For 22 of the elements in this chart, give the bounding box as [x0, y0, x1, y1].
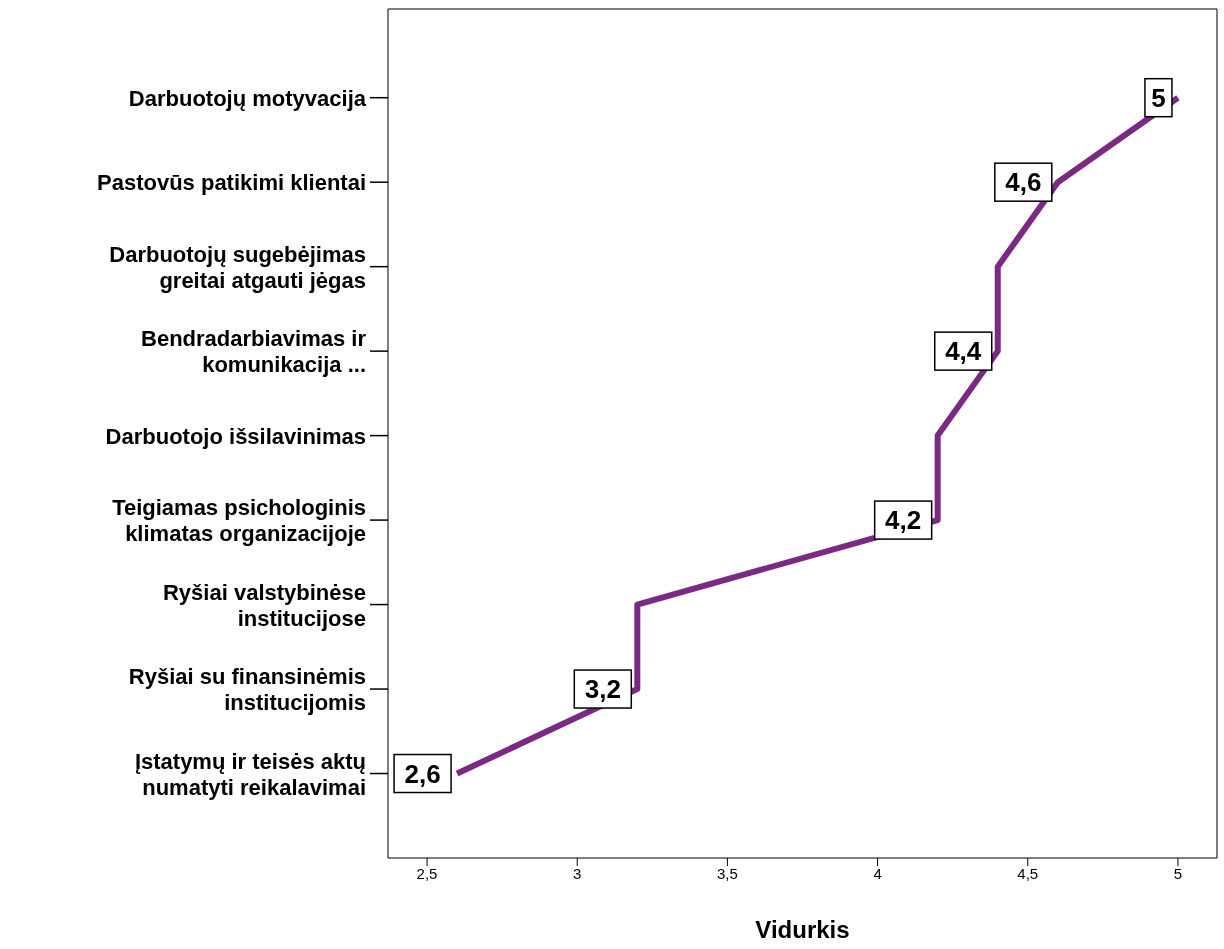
x-tick-label: 2,5: [416, 864, 438, 882]
data-label: 2,6: [404, 758, 441, 789]
data-label: 5: [1151, 82, 1166, 113]
data-label: 4,4: [945, 336, 982, 367]
data-label: 4,2: [885, 505, 922, 536]
x-axis-title: Vidurkis: [755, 916, 850, 943]
y-tick-label: Įstatymų ir teisės aktų numatyti reikalavimai: [134, 748, 366, 800]
x-tick-label: 3,5: [716, 864, 738, 882]
data-label: 4,6: [1005, 167, 1042, 198]
data-label: 3,2: [584, 674, 621, 705]
y-tick-label: Ryšiai valstybinėse institucijose: [162, 579, 366, 631]
y-tick-label: Pastovūs patikimi klientai: [97, 170, 366, 196]
y-tick-label: Ryšiai su finansinėmis institucijomis: [128, 664, 366, 716]
y-tick-label: Darbuotojų motyvacija: [128, 85, 367, 111]
x-tick-label: 3: [573, 864, 582, 882]
y-tick-label: Bendradarbiavimas ir komunikacija ...: [141, 326, 367, 378]
y-tick-label: Darbuotojo išsilavinimas: [105, 423, 366, 449]
x-tick-label: 4: [873, 864, 882, 882]
y-tick-label: Darbuotojų sugebėjimas greitai atgauti jėgas: [109, 241, 366, 293]
x-tick-label: 4,5: [1017, 864, 1039, 882]
x-tick-label: 5: [1173, 864, 1183, 882]
y-tick-label: Teigiamas psichologinis klimatas organizacijoje: [112, 495, 366, 547]
